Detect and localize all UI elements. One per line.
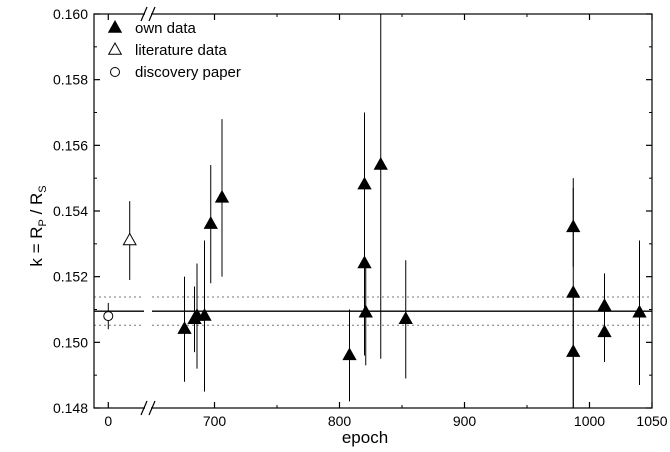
x-tick-label: 900 <box>453 413 477 429</box>
series-literature-data <box>122 201 137 280</box>
data-point <box>197 308 212 321</box>
data-point <box>373 157 388 170</box>
axis-break-slash <box>140 6 148 22</box>
data-point <box>103 311 114 322</box>
data-point <box>342 347 357 361</box>
data-point <box>214 189 230 203</box>
data-point <box>177 321 192 334</box>
data-point <box>203 216 218 229</box>
data-point <box>566 344 581 357</box>
y-tick-label: 0.148 <box>53 400 88 416</box>
x-tick-label: 700 <box>203 413 227 429</box>
y-tick-label: 0.160 <box>53 6 88 22</box>
y-tick-label: 0.154 <box>53 203 88 219</box>
legend-label-3: discovery paper <box>135 64 241 81</box>
x-tick-label: 1000 <box>574 413 605 429</box>
data-point <box>358 304 373 318</box>
legend-marker-2 <box>107 41 123 55</box>
x-axis-title: epoch <box>342 428 388 447</box>
y-tick-label: 0.158 <box>53 72 88 88</box>
data-point <box>398 311 413 325</box>
y-axis-title-mid: / R <box>27 193 46 219</box>
y-axis-title: k = RP / RS <box>27 185 49 266</box>
series-discovery-paper <box>103 302 114 330</box>
y-tick-label: 0.152 <box>53 269 88 285</box>
legend-marker-1 <box>107 19 123 33</box>
axis-break-gap <box>145 11 151 17</box>
axis-break-slash <box>140 400 148 416</box>
legend-label-1: own data <box>135 20 197 37</box>
x-tick-label: 1050 <box>636 413 667 429</box>
y-tick-label: 0.150 <box>53 334 88 350</box>
legend-label-2: literature data <box>135 42 227 59</box>
legend: own data literature data discovery paper <box>107 19 241 81</box>
data-point <box>597 324 612 338</box>
data-point <box>122 232 137 246</box>
axis-break-slash <box>148 400 156 416</box>
y-tick-label: 0.156 <box>53 137 88 153</box>
series-own-data <box>177 14 647 408</box>
data-point <box>632 304 647 318</box>
x-tick-label: 800 <box>328 413 352 429</box>
data-point <box>357 255 372 269</box>
x-tick-label: 0 <box>104 413 112 429</box>
axis-break-gap <box>145 405 151 411</box>
axis-break-slash <box>148 6 156 22</box>
legend-marker-3 <box>110 67 120 77</box>
y-axis-title-sub-s: S <box>37 185 49 192</box>
y-axis-title-sub-p: P <box>37 219 49 226</box>
